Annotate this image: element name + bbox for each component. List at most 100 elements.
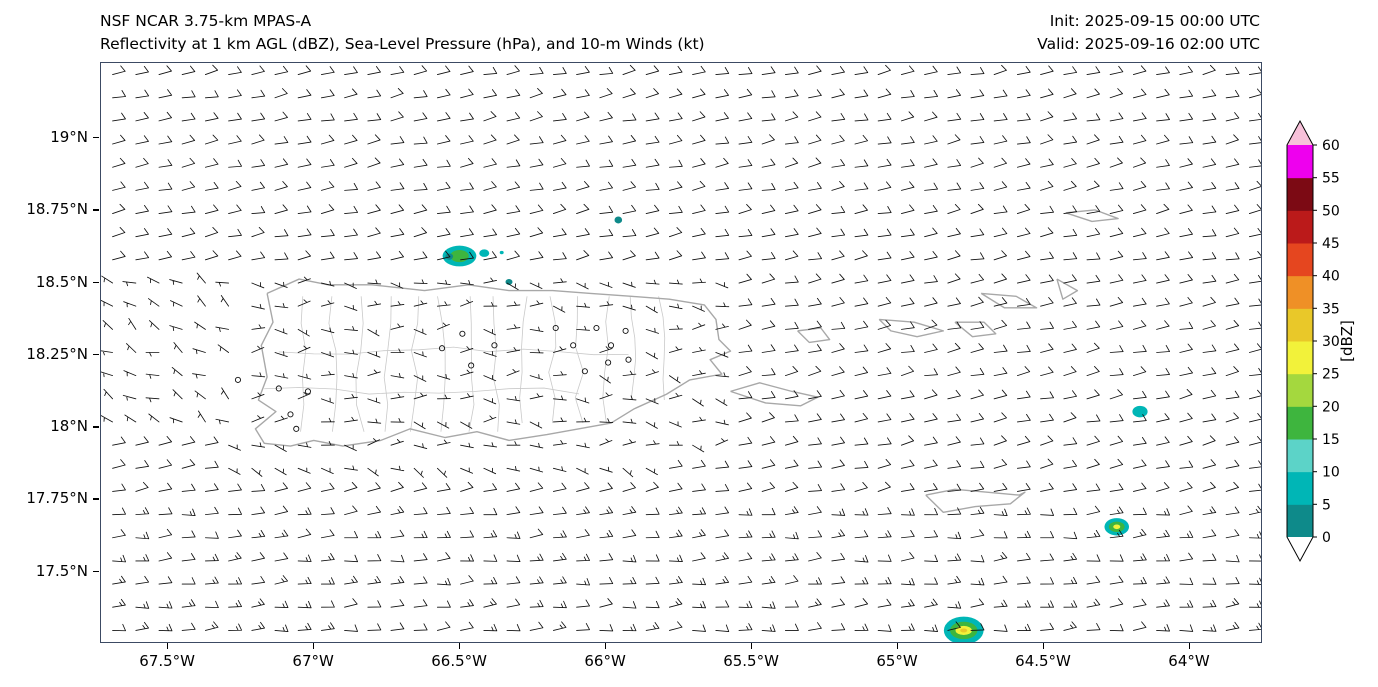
y-tick-mark — [93, 570, 99, 573]
boundary-line — [468, 296, 475, 432]
x-tick-label: 64°W — [1168, 652, 1210, 670]
colorbar-tick-label: 15 — [1322, 432, 1340, 448]
y-tick-mark — [93, 137, 99, 139]
colorbar-segment — [1287, 243, 1313, 277]
calm-wind-circle — [581, 368, 588, 375]
boundary-line — [410, 296, 420, 432]
colorbar-tick-label: 60 — [1322, 138, 1340, 154]
colorbar-segment — [1287, 504, 1313, 538]
boundary-line — [925, 488, 1026, 514]
y-tick-label: 19°N — [50, 128, 88, 147]
coastlines — [254, 209, 1119, 514]
boundary-line — [437, 296, 446, 432]
reflectivity-cell — [960, 628, 968, 633]
colorbar-segment — [1287, 406, 1313, 440]
wind-barbs — [101, 64, 1261, 632]
x-tick-mark — [459, 643, 461, 649]
colorbar-tick-label: 35 — [1322, 301, 1340, 317]
calm-wind-circle — [275, 385, 282, 392]
valid-time: Valid: 2025-09-16 02:00 UTC — [1037, 35, 1260, 53]
colorbar-tick-label: 40 — [1322, 269, 1340, 285]
colorbar-segment — [1287, 210, 1313, 244]
boundary-line — [980, 292, 1038, 309]
boundary-line — [1065, 209, 1119, 223]
colorbar-over-arrow — [1287, 121, 1313, 145]
boundary-line — [730, 382, 819, 407]
x-tick-mark — [1189, 643, 1191, 649]
title-block: NSF NCAR 3.75-km MPAS-A Reflectivity at … — [100, 10, 705, 56]
x-tick-mark — [1043, 643, 1045, 649]
time-block: Init: 2025-09-15 00:00 UTC Valid: 2025-0… — [1037, 10, 1260, 56]
reflectivity-cell — [479, 249, 490, 257]
colorbar-segment — [1287, 275, 1313, 309]
boundary-line — [492, 296, 500, 432]
colorbar-tick-label: 55 — [1322, 171, 1340, 187]
wind-barb-field — [101, 64, 1261, 632]
y-tick-label: 18.75°N — [26, 200, 88, 219]
boundary-line — [602, 296, 610, 424]
boundary-line — [658, 296, 666, 401]
field-description: Reflectivity at 1 km AGL (dBZ), Sea-Leve… — [100, 35, 705, 53]
colorbar-tick-label: 5 — [1322, 497, 1331, 513]
colorbar-tick-label: 0 — [1322, 530, 1331, 546]
calm-wind-circle — [304, 388, 311, 395]
calm-wind-circle — [605, 359, 612, 366]
x-tick-mark — [167, 643, 169, 649]
x-tick-label: 66°W — [584, 652, 626, 670]
colorbar-segment — [1287, 471, 1313, 505]
boundary-line — [574, 296, 584, 424]
municipal-boundaries — [264, 296, 666, 432]
colorbar-segment — [1287, 308, 1313, 342]
colorbar-tick-label: 20 — [1322, 399, 1340, 415]
boundary-line — [954, 321, 997, 338]
boundary-line — [519, 296, 528, 424]
model-name: NSF NCAR 3.75-km MPAS-A — [100, 12, 312, 30]
boundary-line — [254, 278, 732, 447]
init-time: Init: 2025-09-15 00:00 UTC — [1049, 12, 1260, 30]
boundary-line — [328, 296, 338, 432]
colorbar-tick-label: 45 — [1322, 236, 1340, 252]
y-tick-mark — [93, 281, 99, 283]
reflectivity-cell — [499, 250, 504, 255]
reflectivity-shading — [442, 216, 1148, 642]
colorbar-under-arrow — [1287, 537, 1313, 561]
calm-wind-circle — [491, 342, 498, 349]
colorbar-unit-label: [dBZ] — [1338, 320, 1356, 362]
calm-wind-circle — [570, 342, 577, 349]
map-axes — [100, 62, 1262, 643]
x-tick-mark — [605, 643, 607, 649]
calm-wind-circle — [459, 330, 466, 337]
colorbar-tick-label: 50 — [1322, 203, 1340, 219]
boundary-line — [355, 296, 365, 432]
boundary-line — [629, 296, 637, 401]
colorbar-segment — [1287, 438, 1313, 473]
y-tick-label: 18.5°N — [35, 272, 88, 291]
colorbar-segment — [1287, 341, 1313, 375]
colorbar-tick-label: 10 — [1322, 465, 1340, 481]
calm-wind-circle — [552, 324, 559, 332]
boundary-line — [548, 296, 557, 424]
y-tick-mark — [93, 353, 99, 356]
x-tick-label: 67.5°W — [139, 652, 196, 670]
colorbar-segment — [1287, 145, 1313, 179]
x-tick-label: 66.5°W — [431, 652, 487, 670]
y-tick-label: 18.25°N — [26, 344, 88, 363]
calm-wind-circle — [438, 345, 446, 352]
boundary-line — [383, 296, 392, 432]
y-tick-mark — [93, 209, 99, 211]
x-tick-mark — [897, 643, 899, 649]
calm-wind-circle — [468, 362, 475, 369]
x-tick-label: 65°W — [876, 652, 918, 670]
boundary-line — [264, 387, 580, 395]
y-tick-mark — [93, 498, 99, 500]
calm-wind-circle — [293, 425, 300, 432]
calm-wind-circle — [625, 356, 632, 363]
boundary-line — [878, 318, 945, 338]
y-tick-mark — [93, 426, 99, 428]
y-tick-label: 18°N — [50, 417, 88, 436]
map-canvas — [101, 64, 1261, 642]
colorbar-segment — [1287, 373, 1313, 407]
calm-wind-circle — [607, 342, 615, 349]
colorbar: 0 5 10 15 20 25 30 35 40 45 50 55 60 — [1286, 119, 1340, 563]
